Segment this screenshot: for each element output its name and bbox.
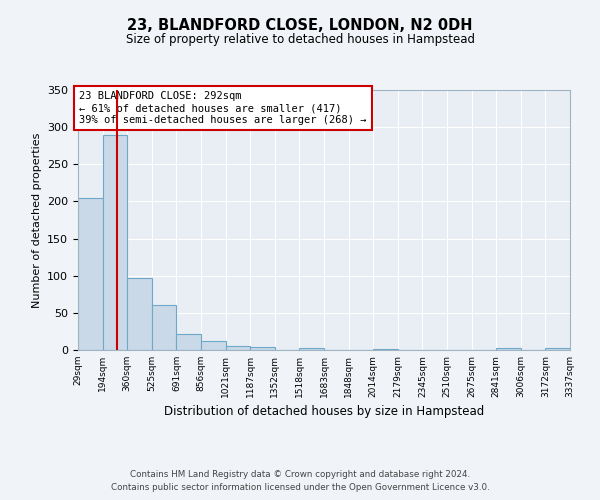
Bar — [176, 334, 201, 350]
Bar — [545, 348, 570, 350]
Text: Contains HM Land Registry data © Crown copyright and database right 2024.: Contains HM Land Registry data © Crown c… — [130, 470, 470, 479]
Bar — [226, 346, 250, 350]
Bar — [299, 348, 324, 350]
Bar — [127, 278, 152, 350]
Bar — [373, 348, 398, 350]
Text: 23 BLANDFORD CLOSE: 292sqm
← 61% of detached houses are smaller (417)
39% of sem: 23 BLANDFORD CLOSE: 292sqm ← 61% of deta… — [79, 92, 367, 124]
Text: 23, BLANDFORD CLOSE, LONDON, N2 0DH: 23, BLANDFORD CLOSE, LONDON, N2 0DH — [127, 18, 473, 32]
Text: Size of property relative to detached houses in Hampstead: Size of property relative to detached ho… — [125, 32, 475, 46]
Bar — [201, 341, 226, 350]
Bar — [250, 347, 275, 350]
Bar — [103, 134, 127, 350]
Bar — [152, 306, 176, 350]
Bar — [496, 348, 521, 350]
Text: Contains public sector information licensed under the Open Government Licence v3: Contains public sector information licen… — [110, 482, 490, 492]
Y-axis label: Number of detached properties: Number of detached properties — [32, 132, 41, 308]
X-axis label: Distribution of detached houses by size in Hampstead: Distribution of detached houses by size … — [164, 406, 484, 418]
Bar — [78, 198, 103, 350]
